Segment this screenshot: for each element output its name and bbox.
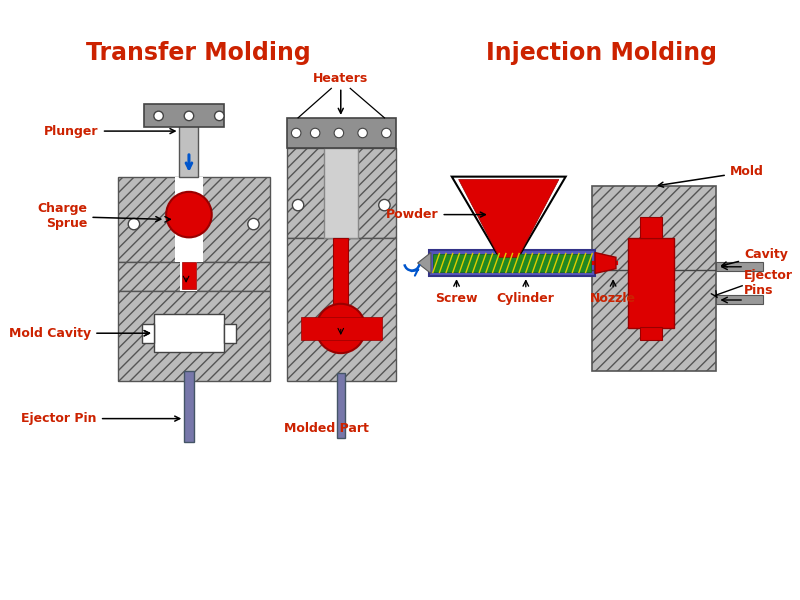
Circle shape — [382, 128, 391, 138]
Text: Cylinder: Cylinder — [497, 292, 554, 305]
Bar — [429, 250, 595, 276]
Bar — [628, 238, 674, 328]
Circle shape — [184, 111, 194, 121]
Bar — [184, 371, 194, 442]
Circle shape — [166, 192, 212, 238]
Bar — [715, 295, 763, 304]
Bar — [286, 148, 396, 238]
Text: Ejector
Pins: Ejector Pins — [744, 269, 793, 297]
Bar — [144, 104, 224, 127]
Bar — [640, 326, 662, 340]
Polygon shape — [595, 253, 616, 274]
Circle shape — [128, 218, 140, 230]
Text: Powder: Powder — [386, 208, 486, 221]
Polygon shape — [418, 253, 431, 274]
Bar — [182, 262, 195, 289]
Bar — [592, 186, 715, 371]
Bar — [174, 176, 203, 262]
Bar — [286, 238, 396, 380]
Bar — [118, 290, 270, 380]
Text: Charge
Sprue: Charge Sprue — [38, 202, 161, 230]
Text: Plunger: Plunger — [44, 125, 175, 137]
Circle shape — [154, 111, 163, 121]
Bar — [715, 262, 763, 271]
Circle shape — [378, 199, 390, 211]
Circle shape — [248, 218, 259, 230]
Text: Molded Part: Molded Part — [284, 422, 369, 434]
Bar — [142, 324, 154, 343]
Circle shape — [291, 128, 301, 138]
Bar — [224, 324, 236, 343]
Circle shape — [334, 128, 344, 138]
Circle shape — [214, 111, 224, 121]
Text: Mold Cavity: Mold Cavity — [9, 327, 150, 340]
Polygon shape — [452, 176, 566, 257]
Circle shape — [292, 199, 304, 211]
Bar — [433, 254, 591, 272]
Circle shape — [358, 128, 367, 138]
Text: Transfer Molding: Transfer Molding — [86, 41, 311, 65]
Bar — [337, 373, 345, 437]
Polygon shape — [458, 179, 559, 257]
Bar — [640, 217, 662, 238]
Bar — [301, 317, 382, 340]
Circle shape — [310, 128, 320, 138]
Text: Nozzle: Nozzle — [590, 292, 636, 305]
Bar — [181, 262, 198, 290]
Circle shape — [316, 304, 366, 353]
Text: Mold: Mold — [658, 166, 764, 187]
Bar — [118, 262, 270, 290]
Bar — [286, 118, 396, 148]
Bar — [118, 176, 270, 262]
Bar — [324, 148, 358, 238]
Text: Heaters: Heaters — [313, 71, 369, 113]
Text: Screw: Screw — [435, 292, 478, 305]
Bar — [154, 314, 224, 352]
Bar — [179, 120, 198, 176]
Text: Cavity: Cavity — [722, 248, 788, 267]
Text: Ejector Pin: Ejector Pin — [22, 412, 180, 425]
Bar — [333, 238, 348, 305]
Text: Injection Molding: Injection Molding — [486, 41, 718, 65]
